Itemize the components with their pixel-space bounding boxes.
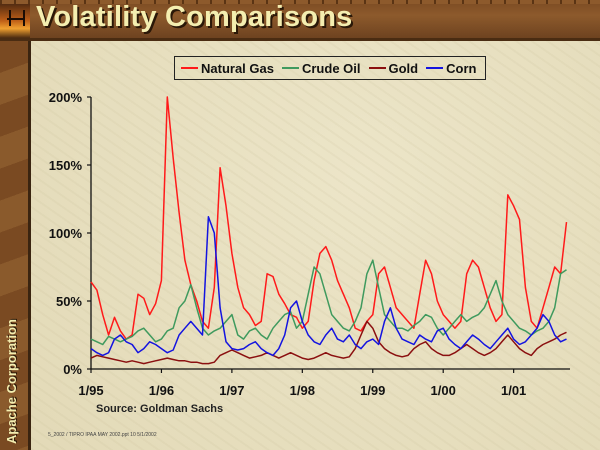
x-tick-label: 1/96	[149, 383, 174, 398]
x-tick-label: 1/01	[501, 383, 526, 398]
y-tick-label: 50%	[56, 294, 82, 309]
series-line-crude-oil	[90, 259, 567, 346]
legend-item-gold: Gold	[368, 60, 419, 76]
slide-title: Volatility Comparisons	[36, 1, 353, 33]
chart-series	[90, 96, 568, 365]
series-line-gold	[90, 320, 567, 365]
source-note: Source: Goldman Sachs	[96, 403, 224, 415]
series-line-natural-gas	[90, 96, 568, 340]
oil-rig-logo-icon	[0, 0, 30, 38]
legend-swatch-crude-oil	[281, 67, 299, 69]
legend-swatch-corn	[426, 67, 444, 69]
legend-item-crude-oil: Crude Oil	[281, 60, 361, 76]
chart-legend: Natural Gas Crude Oil Gold Corn	[174, 56, 486, 80]
sidebar-banner: Apache Corporation	[0, 41, 31, 450]
legend-item-corn: Corn	[426, 61, 476, 76]
series-line-corn	[90, 215, 567, 357]
title-bar: Volatility Comparisons	[0, 0, 600, 41]
x-tick-label: 1/99	[360, 383, 385, 398]
legend-label: Natural Gas	[201, 60, 274, 76]
y-tick-label: 0%	[63, 362, 82, 377]
legend-label: Corn	[446, 60, 477, 76]
legend-swatch-gold	[368, 67, 386, 69]
legend-label: Gold	[388, 60, 419, 76]
x-tick-label: 1/97	[219, 383, 244, 398]
x-tick-label: 1/98	[290, 383, 315, 398]
y-tick-label: 150%	[49, 158, 83, 173]
x-tick-label: 1/95	[78, 383, 103, 398]
chart-axes: 0% 50% 100% 150% 200% 1/95 1/96 1/97 1/98 1/99 1/0…	[49, 90, 570, 398]
x-tick-label: 1/00	[431, 383, 456, 398]
legend-label: Crude Oil	[301, 60, 361, 76]
legend-swatch-natural-gas	[181, 67, 198, 69]
y-tick-label: 200%	[49, 90, 83, 105]
y-tick-label: 100%	[49, 226, 83, 241]
legend-item-natural-gas: Natural Gas	[181, 61, 274, 76]
footer-note: 5_2002 / TIPRO IPAA MAY 2002.ppt 10 5/1/…	[48, 432, 157, 438]
